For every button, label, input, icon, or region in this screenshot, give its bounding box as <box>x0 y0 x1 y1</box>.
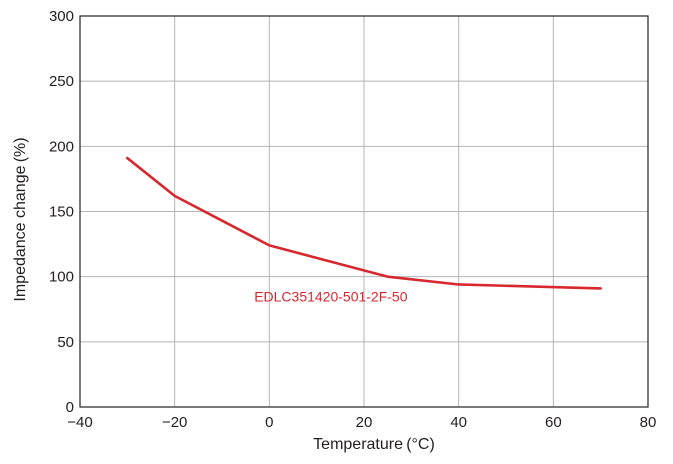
x-tick-labels: −40 −20 0 20 40 60 80 <box>67 414 656 431</box>
y-tick-labels: 0 50 100 150 200 250 300 <box>49 8 74 416</box>
y-tick-label: 50 <box>57 334 74 351</box>
series-label: EDLC351420-501-2F-50 <box>254 288 408 304</box>
x-tick-label: 80 <box>640 414 657 431</box>
y-tick-label: 300 <box>49 8 74 25</box>
y-tick-label: 150 <box>49 204 74 221</box>
series-line <box>126 156 602 290</box>
y-tick-label: 250 <box>49 73 74 90</box>
x-tick-label: 20 <box>356 414 373 431</box>
y-tick-label: 0 <box>66 399 74 416</box>
y-axis-label: Impedance change (%) <box>12 137 29 301</box>
x-tick-label: −20 <box>162 414 187 431</box>
y-tick-label: 200 <box>49 138 74 155</box>
x-tick-label: −40 <box>67 414 92 431</box>
x-tick-label: 40 <box>450 414 467 431</box>
x-axis-label: Temperature (°C) <box>313 436 435 453</box>
plot-frame <box>79 15 649 408</box>
x-tick-label: 0 <box>265 414 273 431</box>
y-tick-label: 100 <box>49 269 74 286</box>
x-tick-label: 60 <box>545 414 562 431</box>
series-layer <box>126 156 602 290</box>
grid <box>80 16 648 407</box>
